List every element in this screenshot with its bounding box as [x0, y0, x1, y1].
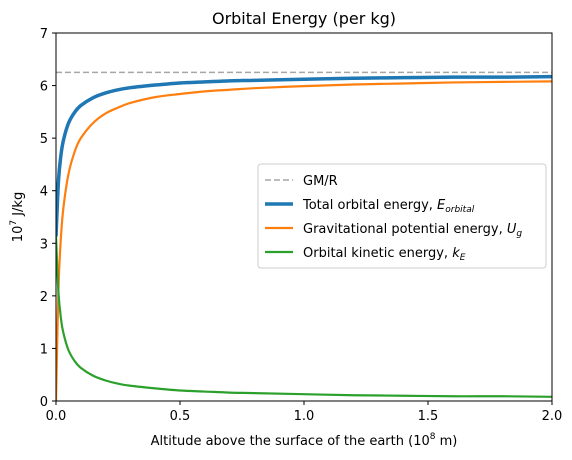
y-tick-label: 2	[40, 290, 48, 305]
y-tick-label: 1	[40, 342, 48, 357]
series-line-total-orbital-energy	[56, 74, 552, 237]
x-tick-label: 1.0	[294, 409, 315, 424]
x-tick-label: 1.5	[418, 409, 439, 424]
y-tick-label: 6	[40, 80, 48, 95]
legend: GM/R Total orbital energy, Eorbital Gravit…	[257, 163, 547, 269]
plot-lines	[56, 71, 552, 401]
legend-label: Orbital kinetic energy, kE	[303, 246, 466, 263]
y-tick-label: 0	[40, 395, 48, 410]
x-tick-label: 2.0	[542, 409, 563, 424]
x-tick-label: 0.0	[46, 409, 67, 424]
x-tick-label: 0.5	[170, 409, 191, 424]
x-axis-ticks: 0.0 0.5 1.0 1.5 2.0	[46, 401, 563, 424]
legend-label: GM/R	[303, 174, 338, 189]
y-tick-label: 5	[40, 132, 48, 147]
y-axis-label: 107 J/kg	[9, 192, 26, 242]
y-tick-label: 3	[40, 237, 48, 252]
legend-label: Total orbital energy, Eorbital	[302, 198, 475, 215]
series-line-orbital-kinetic-energy	[56, 236, 552, 398]
y-tick-label: 7	[40, 27, 48, 42]
legend-box	[257, 163, 547, 269]
chart-title: Orbital Energy (per kg)	[212, 9, 396, 28]
x-axis-label: Altitude above the surface of the earth …	[151, 432, 458, 449]
y-tick-label: 4	[40, 185, 48, 200]
y-axis-ticks: 0 1 2 3 4 5 6 7	[40, 27, 56, 410]
legend-label: Gravitational potential energy, Ug	[303, 222, 522, 239]
series-line-gravitational-potential-energy	[56, 80, 552, 401]
